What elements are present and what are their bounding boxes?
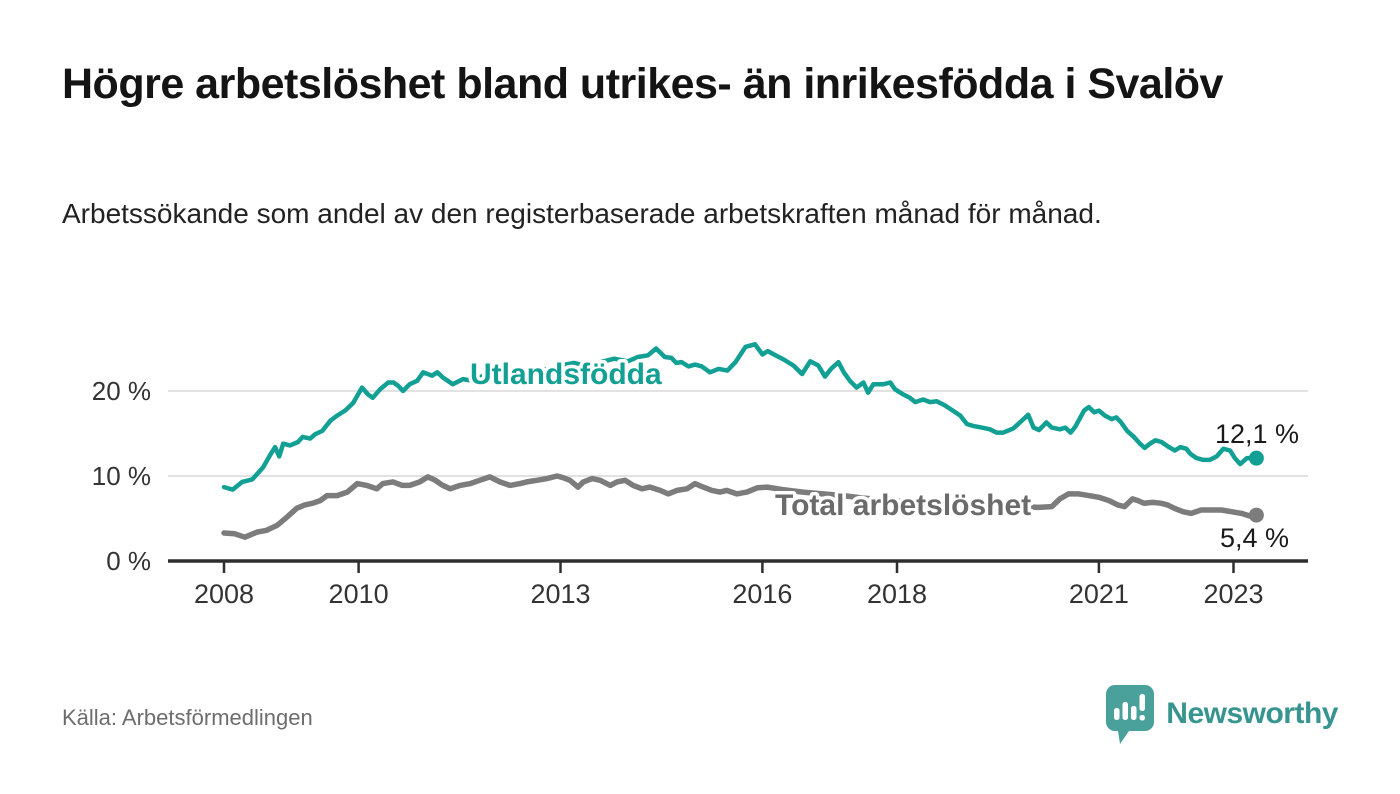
newsworthy-wordmark: Newsworthy bbox=[1166, 697, 1338, 730]
x-tick-label-2010: 2010 bbox=[329, 579, 389, 609]
series-lines bbox=[221, 342, 1260, 540]
x-axis: 2008 2010 2013 2016 2018 2021 2023 bbox=[168, 559, 1308, 609]
x-tick-label-2016: 2016 bbox=[732, 579, 792, 609]
page-title: Högre arbetslöshet bland utrikes- än inr… bbox=[62, 60, 1223, 108]
y-tick-label-20: 20 % bbox=[92, 376, 151, 406]
end-value-label-utlandsfodda: 12,1 % bbox=[1215, 419, 1299, 449]
series-label-utlandsfodda: Utlandsfödda bbox=[470, 358, 662, 391]
gridlines: 0 % 10 % 20 % bbox=[92, 376, 1308, 576]
bar-icon-1 bbox=[1114, 708, 1120, 720]
x-tick-label-2013: 2013 bbox=[530, 579, 590, 609]
newsworthy-logo-icon bbox=[1106, 685, 1155, 744]
page-subtitle: Arbetssökande som andel av den registerb… bbox=[62, 198, 1102, 229]
x-tick-label-2023: 2023 bbox=[1203, 579, 1263, 609]
exclamation-bar-icon bbox=[1139, 694, 1146, 711]
bar-icon-2 bbox=[1122, 702, 1129, 720]
y-tick-label-0: 0 % bbox=[106, 546, 151, 576]
series-line-utlandsfodda bbox=[221, 342, 1259, 492]
x-tick-label-2021: 2021 bbox=[1069, 579, 1129, 609]
x-tick-label-2008: 2008 bbox=[194, 579, 254, 609]
series-label-total-arbetsloshet: Total arbetslöshet bbox=[775, 489, 1031, 522]
series-end-dots bbox=[1248, 450, 1264, 523]
x-tick-label-2018: 2018 bbox=[867, 579, 927, 609]
newsworthy-brand: Newsworthy bbox=[1102, 682, 1338, 746]
end-value-label-total: 5,4 % bbox=[1220, 523, 1289, 553]
y-tick-label-10: 10 % bbox=[92, 461, 151, 491]
speech-bubble-shape bbox=[1106, 685, 1155, 744]
bar-icon-3 bbox=[1131, 706, 1137, 720]
end-dot-total bbox=[1248, 507, 1264, 523]
source-note: Källa: Arbetsförmedlingen bbox=[62, 705, 313, 730]
exclamation-dot-icon bbox=[1139, 715, 1146, 721]
end-dot-utlandsfodda bbox=[1248, 450, 1264, 466]
series-line-total bbox=[221, 473, 1260, 540]
